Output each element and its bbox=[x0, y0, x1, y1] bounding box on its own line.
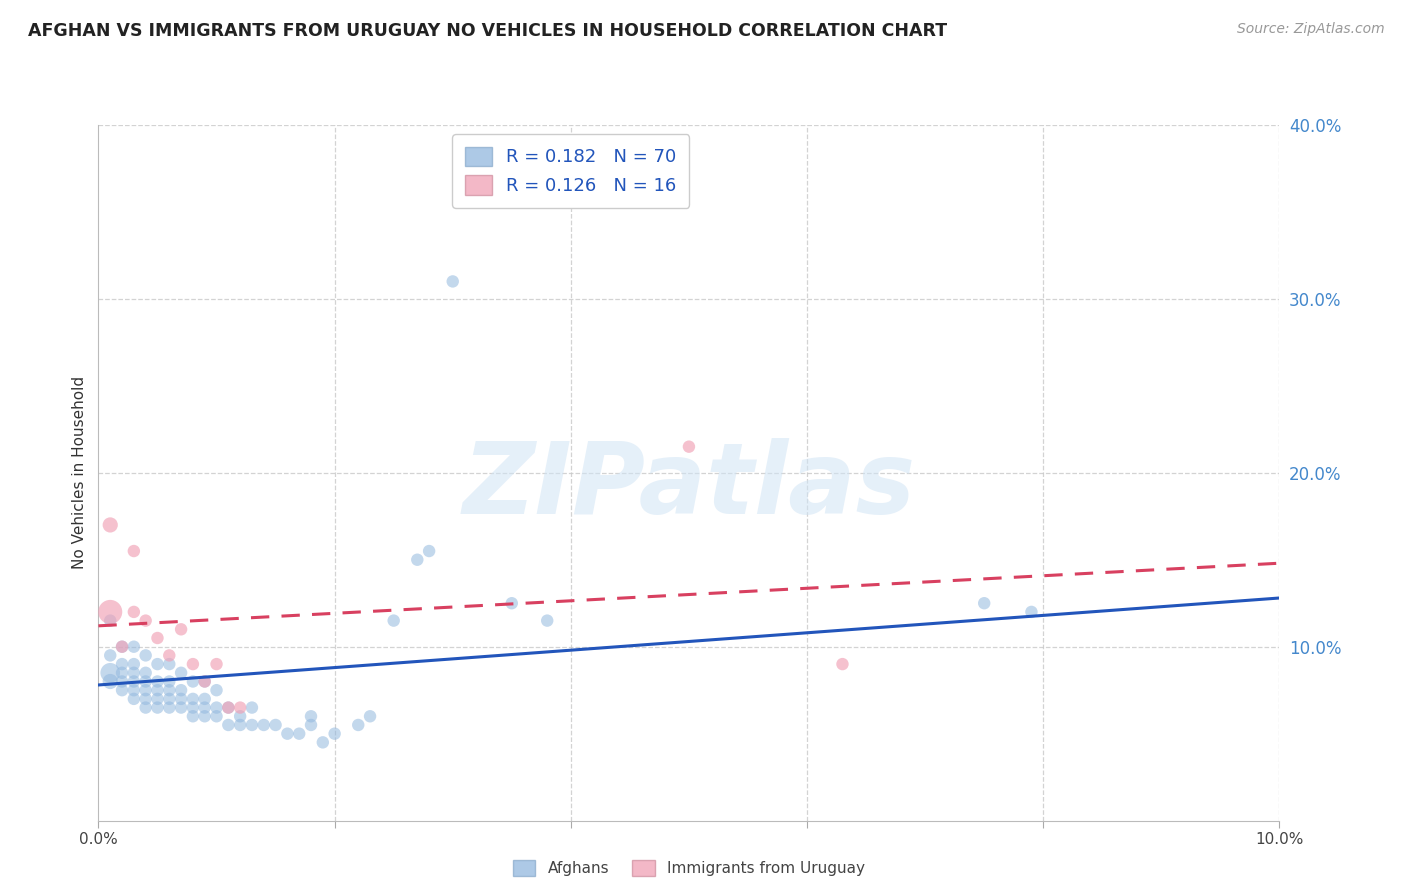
Point bbox=[111, 683, 134, 698]
Point bbox=[194, 674, 217, 689]
Point bbox=[205, 657, 228, 671]
Point bbox=[229, 700, 252, 714]
Point bbox=[831, 657, 853, 671]
Point bbox=[98, 517, 121, 532]
Point bbox=[205, 700, 228, 714]
Point bbox=[501, 596, 523, 610]
Point bbox=[146, 700, 169, 714]
Point bbox=[264, 718, 287, 732]
Point bbox=[170, 623, 193, 637]
Legend: Afghans, Immigrants from Uruguay: Afghans, Immigrants from Uruguay bbox=[506, 855, 872, 882]
Point bbox=[299, 718, 322, 732]
Point bbox=[170, 692, 193, 706]
Point bbox=[122, 640, 145, 654]
Point bbox=[122, 657, 145, 671]
Point bbox=[253, 718, 276, 732]
Point bbox=[441, 274, 464, 288]
Point bbox=[122, 665, 145, 680]
Point bbox=[194, 692, 217, 706]
Point bbox=[135, 614, 157, 628]
Point bbox=[678, 440, 700, 454]
Point bbox=[122, 544, 145, 558]
Point bbox=[181, 674, 204, 689]
Text: ZIPatlas: ZIPatlas bbox=[463, 438, 915, 535]
Point bbox=[240, 700, 263, 714]
Point bbox=[98, 614, 121, 628]
Point bbox=[146, 692, 169, 706]
Point bbox=[157, 683, 180, 698]
Point bbox=[973, 596, 995, 610]
Point bbox=[181, 692, 204, 706]
Point bbox=[536, 614, 558, 628]
Point bbox=[157, 657, 180, 671]
Point bbox=[111, 665, 134, 680]
Point bbox=[170, 683, 193, 698]
Point bbox=[205, 709, 228, 723]
Point bbox=[299, 709, 322, 723]
Point bbox=[181, 657, 204, 671]
Point bbox=[157, 692, 180, 706]
Point bbox=[111, 674, 134, 689]
Point bbox=[135, 700, 157, 714]
Point bbox=[98, 605, 121, 619]
Point bbox=[240, 718, 263, 732]
Point bbox=[111, 657, 134, 671]
Point bbox=[1021, 605, 1043, 619]
Point bbox=[170, 700, 193, 714]
Point bbox=[146, 683, 169, 698]
Point bbox=[205, 683, 228, 698]
Point bbox=[418, 544, 440, 558]
Point bbox=[229, 709, 252, 723]
Point bbox=[111, 640, 134, 654]
Point bbox=[288, 726, 311, 740]
Point bbox=[406, 552, 429, 567]
Point bbox=[359, 709, 381, 723]
Point bbox=[170, 665, 193, 680]
Point bbox=[146, 674, 169, 689]
Point bbox=[122, 683, 145, 698]
Point bbox=[194, 709, 217, 723]
Point bbox=[122, 692, 145, 706]
Point bbox=[217, 700, 239, 714]
Point bbox=[181, 700, 204, 714]
Point bbox=[229, 718, 252, 732]
Point bbox=[276, 726, 298, 740]
Point bbox=[181, 709, 204, 723]
Point bbox=[122, 674, 145, 689]
Text: AFGHAN VS IMMIGRANTS FROM URUGUAY NO VEHICLES IN HOUSEHOLD CORRELATION CHART: AFGHAN VS IMMIGRANTS FROM URUGUAY NO VEH… bbox=[28, 22, 948, 40]
Point bbox=[98, 648, 121, 663]
Point bbox=[135, 665, 157, 680]
Point bbox=[98, 665, 121, 680]
Text: Source: ZipAtlas.com: Source: ZipAtlas.com bbox=[1237, 22, 1385, 37]
Point bbox=[135, 648, 157, 663]
Point bbox=[98, 674, 121, 689]
Point bbox=[135, 692, 157, 706]
Point bbox=[382, 614, 405, 628]
Point bbox=[323, 726, 346, 740]
Point bbox=[146, 657, 169, 671]
Point bbox=[122, 605, 145, 619]
Point bbox=[347, 718, 370, 732]
Point bbox=[312, 735, 335, 749]
Point bbox=[135, 674, 157, 689]
Point bbox=[157, 700, 180, 714]
Point bbox=[135, 683, 157, 698]
Point bbox=[217, 718, 239, 732]
Point bbox=[157, 648, 180, 663]
Point bbox=[111, 640, 134, 654]
Point bbox=[217, 700, 239, 714]
Point bbox=[194, 700, 217, 714]
Point bbox=[194, 674, 217, 689]
Point bbox=[157, 674, 180, 689]
Point bbox=[146, 631, 169, 645]
Y-axis label: No Vehicles in Household: No Vehicles in Household bbox=[72, 376, 87, 569]
